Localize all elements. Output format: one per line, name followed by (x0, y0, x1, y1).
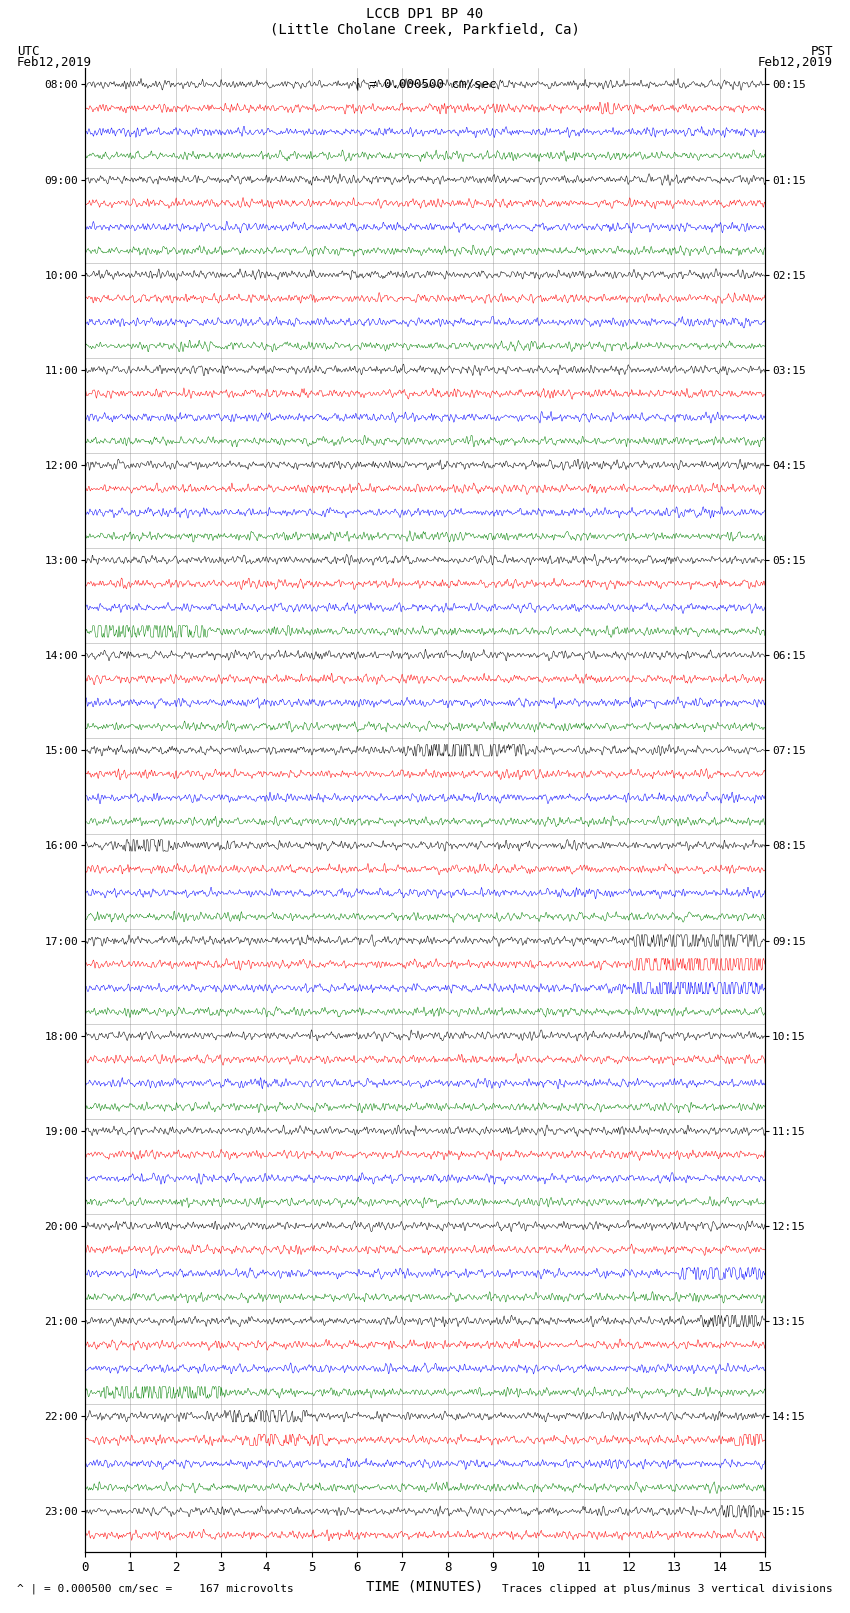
Text: ^ | = 0.000500 cm/sec =    167 microvolts: ^ | = 0.000500 cm/sec = 167 microvolts (17, 1582, 294, 1594)
Text: Feb12,2019: Feb12,2019 (17, 56, 92, 69)
Text: Feb12,2019: Feb12,2019 (758, 56, 833, 69)
Text: UTC: UTC (17, 45, 39, 58)
Title: LCCB DP1 BP 40
(Little Cholane Creek, Parkfield, Ca): LCCB DP1 BP 40 (Little Cholane Creek, Pa… (270, 6, 580, 37)
X-axis label: TIME (MINUTES): TIME (MINUTES) (366, 1581, 484, 1594)
Text: | = 0.000500 cm/sec: | = 0.000500 cm/sec (354, 77, 496, 90)
Text: Traces clipped at plus/minus 3 vertical divisions: Traces clipped at plus/minus 3 vertical … (502, 1584, 833, 1594)
Text: PST: PST (811, 45, 833, 58)
